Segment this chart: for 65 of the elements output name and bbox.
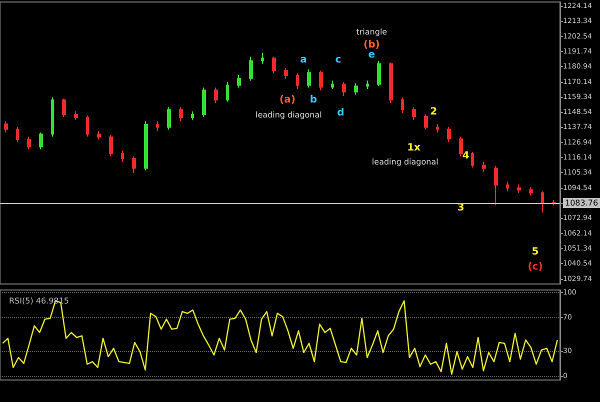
candlestick [202, 87, 206, 118]
candlestick [377, 60, 381, 87]
candlestick [482, 161, 486, 172]
candlestick [261, 52, 264, 64]
candlestick [132, 156, 136, 174]
candlestick [27, 136, 31, 150]
candlestick [237, 74, 241, 88]
candlestick [506, 181, 509, 192]
annotation: triangle [356, 28, 388, 36]
candlestick [97, 130, 101, 140]
candlestick [401, 96, 404, 114]
candlestick [424, 114, 428, 130]
candlestick [307, 68, 311, 88]
candlestick [121, 150, 124, 162]
candlestick [354, 82, 358, 96]
annotation: (b) [364, 40, 380, 50]
candlestick [4, 120, 8, 133]
candlestick [296, 73, 299, 90]
candlestick [529, 186, 533, 196]
annotation: e [368, 50, 376, 60]
candlestick [179, 106, 183, 122]
candlestick [167, 106, 171, 130]
annotation: (c) [528, 262, 543, 272]
candlestick [109, 134, 113, 157]
annotation: leading diagonal [255, 110, 322, 120]
candlestick [342, 81, 346, 96]
annotation: 2 [430, 106, 438, 118]
candlestick [436, 124, 439, 133]
candlestick [517, 184, 521, 194]
candlestick [366, 80, 369, 90]
candlestick [284, 67, 288, 80]
annotation: a [300, 54, 307, 66]
annotation: leading diagonal [372, 158, 438, 166]
candlestick [552, 199, 556, 206]
candlestick [86, 115, 89, 138]
annotation: 5 [532, 246, 539, 258]
candlestick [16, 126, 19, 143]
candlestick [226, 81, 229, 102]
annotation: 1x [407, 142, 422, 154]
annotation: 4 [462, 150, 470, 162]
candlestick [51, 96, 54, 138]
annotation: d [337, 108, 344, 118]
candlestick [214, 87, 218, 104]
candlestick [331, 80, 334, 90]
candlestick [191, 110, 194, 120]
candlestick [144, 120, 148, 171]
candlestick [412, 106, 416, 120]
candlestick [541, 190, 544, 213]
ref-line-label: 1083.76 [565, 198, 598, 208]
candlestick [319, 70, 323, 91]
candlestick [156, 120, 159, 132]
candlestick [249, 56, 253, 82]
candlestick [471, 152, 474, 168]
annotation: b [310, 94, 318, 106]
candlestick [459, 136, 463, 157]
candlestick [447, 126, 451, 143]
annotation: (a) [279, 94, 296, 106]
candlestick [389, 62, 393, 104]
candlestick [74, 110, 78, 120]
text: RSI(5) 46.9815 [9, 296, 69, 306]
candlestick [62, 98, 66, 118]
candlestick [494, 166, 498, 206]
candlestick [272, 56, 276, 74]
annotation: c [335, 54, 342, 66]
candlestick [39, 132, 43, 150]
